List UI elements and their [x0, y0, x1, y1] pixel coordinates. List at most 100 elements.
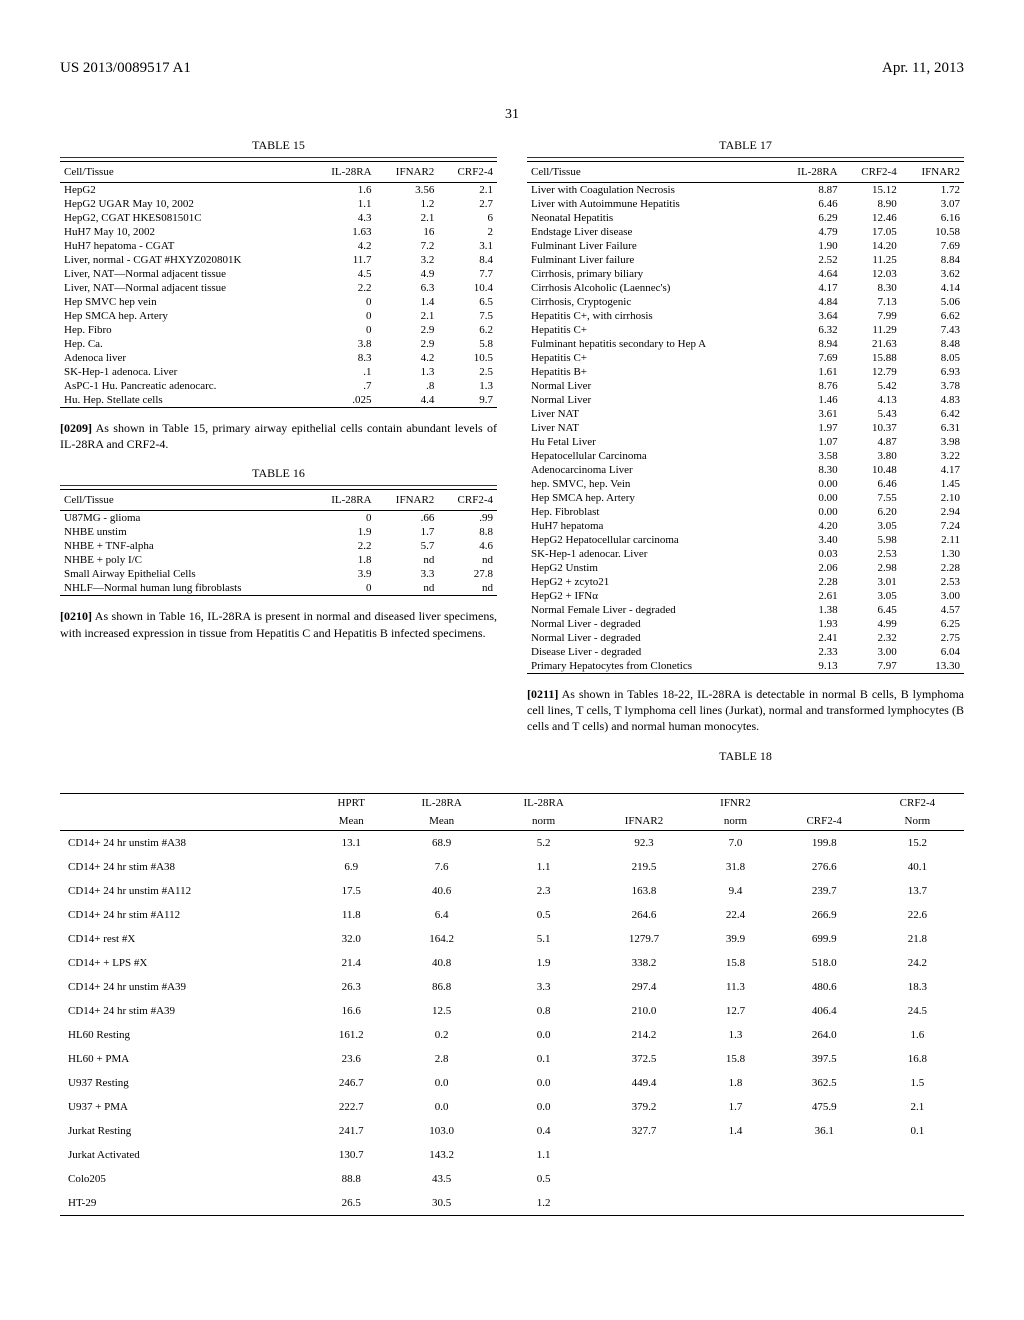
- table-cell: 1.1: [310, 197, 375, 211]
- table-row: SK-Hep-1 adenoca. Liver.11.32.5: [60, 365, 497, 379]
- table-cell: 2.61: [776, 589, 842, 603]
- table-row: CD14+ 24 hr unstim #A3926.386.83.3297.41…: [60, 975, 964, 999]
- column-header: IL-28RA: [776, 162, 842, 183]
- table-cell: 2.98: [842, 561, 901, 575]
- para-0210: [0210] As shown in Table 16, IL-28RA is …: [60, 608, 497, 640]
- table-cell: 12.5: [391, 999, 493, 1023]
- table-cell: 2.33: [776, 645, 842, 659]
- table-row: Hep SMVC hep vein01.46.5: [60, 295, 497, 309]
- table-cell: Cirrhosis, primary biliary: [527, 267, 776, 281]
- table-cell: 7.6: [391, 855, 493, 879]
- column-header: IL-28RA: [493, 793, 595, 812]
- table-cell: 264.6: [595, 903, 694, 927]
- table-cell: 1.6: [871, 1023, 964, 1047]
- table-cell: 40.6: [391, 879, 493, 903]
- table17-title: TABLE 17: [527, 138, 964, 153]
- table-cell: 40.1: [871, 855, 964, 879]
- table-cell: 5.98: [842, 533, 901, 547]
- table-cell: CD14+ 24 hr unstim #A38: [60, 830, 312, 855]
- table-cell: 86.8: [391, 975, 493, 999]
- table-cell: 11.29: [842, 323, 901, 337]
- table-cell: 103.0: [391, 1119, 493, 1143]
- table-cell: 4.4: [376, 393, 439, 408]
- table-row: Hu. Hep. Stellate cells.0254.49.7: [60, 393, 497, 408]
- table-cell: 2.2: [310, 281, 375, 295]
- table-cell: 362.5: [778, 1071, 871, 1095]
- table-cell: 2.9: [376, 323, 439, 337]
- table-cell: 7.69: [776, 351, 842, 365]
- table-cell: Hep SMCA hep. Artery: [60, 309, 310, 323]
- table16: Cell/TissueIL-28RAIFNAR2CRF2-4 U87MG - g…: [60, 489, 497, 596]
- table-cell: 88.8: [312, 1167, 391, 1191]
- table-cell: NHBE + poly I/C: [60, 553, 310, 567]
- table-cell: 0.8: [493, 999, 595, 1023]
- table18: HPRTIL-28RAIL-28RAIFNR2CRF2-4 MeanMeanno…: [60, 793, 964, 1216]
- table-row: Endstage Liver disease4.7917.0510.58: [527, 225, 964, 239]
- table-cell: .7: [310, 379, 375, 393]
- table-cell: 338.2: [595, 951, 694, 975]
- table-cell: 15.2: [871, 830, 964, 855]
- table-row: Hep. Fibroblast0.006.202.94: [527, 505, 964, 519]
- table-cell: 1.3: [376, 365, 439, 379]
- table-cell: [871, 1167, 964, 1191]
- table-cell: 6.31: [901, 421, 964, 435]
- table-cell: [595, 1143, 694, 1167]
- table-cell: 0.00: [776, 477, 842, 491]
- table-cell: Normal Liver - degraded: [527, 617, 776, 631]
- table-row: Fulminant Liver failure2.5211.258.84: [527, 253, 964, 267]
- table-cell: 327.7: [595, 1119, 694, 1143]
- column-header: norm: [493, 812, 595, 831]
- table-cell: U937 Resting: [60, 1071, 312, 1095]
- table-cell: 0.0: [391, 1095, 493, 1119]
- table-cell: Liver NAT: [527, 421, 776, 435]
- table-cell: 7.43: [901, 323, 964, 337]
- table-cell: Primary Hepatocytes from Clonetics: [527, 659, 776, 674]
- table-cell: 3.8: [310, 337, 375, 351]
- table-cell: Liver with Coagulation Necrosis: [527, 183, 776, 198]
- table-cell: Hep SMVC hep vein: [60, 295, 310, 309]
- table-cell: 68.9: [391, 830, 493, 855]
- table-row: Liver, NAT—Normal adjacent tissue2.26.31…: [60, 281, 497, 295]
- table-cell: 699.9: [778, 927, 871, 951]
- table-cell: 1.8: [693, 1071, 777, 1095]
- table-cell: 1.72: [901, 183, 964, 198]
- table-cell: 3.40: [776, 533, 842, 547]
- table-cell: Liver, NAT—Normal adjacent tissue: [60, 267, 310, 281]
- table-cell: hep. SMVC, hep. Vein: [527, 477, 776, 491]
- table-row: U87MG - glioma0.66.99: [60, 511, 497, 526]
- para-0211: [0211] As shown in Tables 18-22, IL-28RA…: [527, 686, 964, 735]
- column-header: IFNAR2: [595, 812, 694, 831]
- table-row: Disease Liver - degraded2.333.006.04: [527, 645, 964, 659]
- table-row: HuH7 hepatoma4.203.057.24: [527, 519, 964, 533]
- table-cell: 3.3: [376, 567, 439, 581]
- table-cell: 276.6: [778, 855, 871, 879]
- table15-title: TABLE 15: [60, 138, 497, 153]
- table-cell: 214.2: [595, 1023, 694, 1047]
- table-cell: 16.8: [871, 1047, 964, 1071]
- table-cell: 397.5: [778, 1047, 871, 1071]
- table-cell: 1.3: [438, 379, 497, 393]
- table-cell: 6.3: [376, 281, 439, 295]
- table-cell: HepG2 Unstim: [527, 561, 776, 575]
- table-cell: 15.88: [842, 351, 901, 365]
- table-cell: 0.00: [776, 505, 842, 519]
- table-cell: HepG2 UGAR May 10, 2002: [60, 197, 310, 211]
- table-cell: .99: [438, 511, 497, 526]
- table-cell: 0.1: [871, 1119, 964, 1143]
- table-cell: 23.6: [312, 1047, 391, 1071]
- table-cell: 2.5: [438, 365, 497, 379]
- table-row: NHLF—Normal human lung fibroblasts0ndnd: [60, 581, 497, 596]
- table-cell: 11.8: [312, 903, 391, 927]
- table-cell: 2.52: [776, 253, 842, 267]
- table-cell: nd: [438, 553, 497, 567]
- table-cell: Adenoca liver: [60, 351, 310, 365]
- table-cell: 2.1: [871, 1095, 964, 1119]
- column-header: Cell/Tissue: [60, 162, 310, 183]
- table-cell: HL60 Resting: [60, 1023, 312, 1047]
- table-cell: CD14+ + LPS #X: [60, 951, 312, 975]
- table-row: Adenocarcinoma Liver8.3010.484.17: [527, 463, 964, 477]
- table-cell: 1.3: [693, 1023, 777, 1047]
- table-cell: 1.38: [776, 603, 842, 617]
- table-cell: 8.8: [438, 525, 497, 539]
- table-cell: 6.42: [901, 407, 964, 421]
